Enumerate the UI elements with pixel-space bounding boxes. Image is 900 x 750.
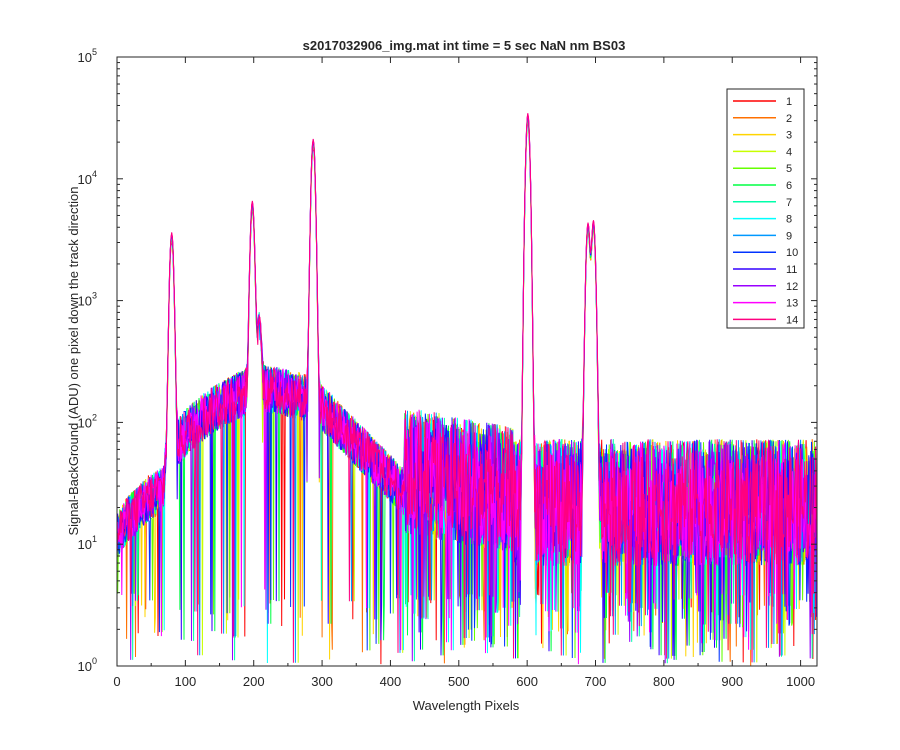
legend-entry-label: 6 bbox=[786, 180, 792, 192]
y-tick-label: 101 bbox=[78, 534, 97, 552]
legend-entry-label: 3 bbox=[786, 130, 792, 142]
x-tick-label: 600 bbox=[516, 674, 538, 689]
y-tick-label: 104 bbox=[78, 169, 97, 187]
legend-entry-label: 2 bbox=[786, 113, 792, 125]
legend-entry-label: 7 bbox=[786, 197, 792, 209]
legend-entry-label: 10 bbox=[786, 247, 798, 259]
legend-entry-label: 5 bbox=[786, 163, 792, 175]
plot-area: 0 100 200 300 400 500 600 700 800 900 1000 1001011… bbox=[78, 47, 818, 689]
legend-entry-label: 11 bbox=[786, 264, 797, 276]
chart-title: s2017032906_img.mat int time = 5 sec NaN… bbox=[303, 38, 626, 53]
x-tick-label: 1000 bbox=[786, 674, 815, 689]
legend-entry-label: 4 bbox=[786, 146, 792, 158]
x-tick-label: 700 bbox=[585, 674, 607, 689]
legend-entry-label: 13 bbox=[786, 298, 798, 310]
x-tick-label: 900 bbox=[721, 674, 743, 689]
legend-entry-label: 8 bbox=[786, 214, 792, 226]
x-tick-label: 100 bbox=[175, 674, 197, 689]
legend-entry-label: 12 bbox=[786, 281, 798, 293]
x-tick-label: 400 bbox=[380, 674, 402, 689]
y-tick-label: 105 bbox=[78, 47, 97, 65]
series-group bbox=[116, 113, 818, 666]
x-axis-ticks: 0 100 200 300 400 500 600 700 800 900 1000 bbox=[113, 57, 815, 689]
y-axis-label: Signal-BackGround (ADU) one pixel down t… bbox=[66, 186, 81, 535]
x-axis-label: Wavelength Pixels bbox=[413, 698, 520, 713]
legend-entry-label: 1 bbox=[786, 96, 792, 108]
x-tick-label: 200 bbox=[243, 674, 265, 689]
series-line-14 bbox=[116, 113, 818, 663]
x-tick-label: 800 bbox=[653, 674, 675, 689]
legend-entry-label: 9 bbox=[786, 230, 792, 242]
y-tick-label: 102 bbox=[78, 412, 97, 430]
y-tick-label: 100 bbox=[78, 656, 97, 674]
x-tick-label: 300 bbox=[311, 674, 333, 689]
y-tick-label: 103 bbox=[78, 291, 97, 309]
legend-box bbox=[726, 88, 805, 329]
legend-entry-label: 14 bbox=[786, 314, 798, 326]
x-tick-label: 500 bbox=[448, 674, 470, 689]
axes-box bbox=[116, 56, 818, 667]
x-tick-label: 0 bbox=[113, 674, 120, 689]
